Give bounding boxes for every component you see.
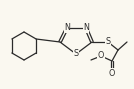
Text: S: S (73, 49, 79, 58)
Text: O: O (98, 52, 104, 61)
Text: S: S (105, 37, 111, 46)
Text: N: N (83, 23, 89, 32)
Text: O: O (109, 69, 115, 78)
Text: N: N (64, 23, 70, 32)
